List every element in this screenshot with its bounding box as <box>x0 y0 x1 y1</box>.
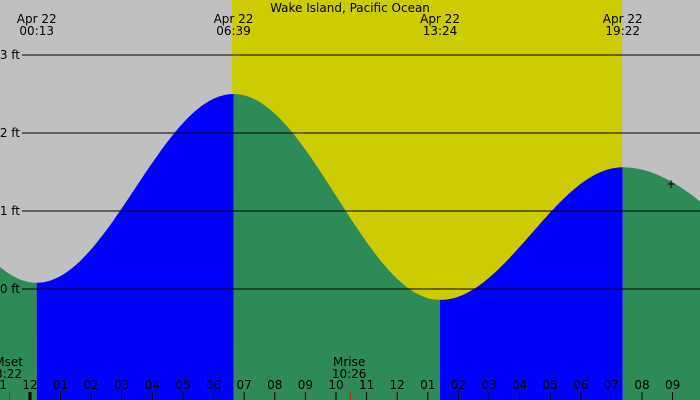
rising-tide-area <box>440 167 623 400</box>
hour-label: 09 <box>298 378 313 392</box>
hour-label: 09 <box>665 378 680 392</box>
hour-label: 02 <box>84 378 99 392</box>
hour-label: 06 <box>573 378 588 392</box>
extreme-date-label: Apr 22 <box>17 12 57 26</box>
hour-label: 12 <box>390 378 405 392</box>
hour-label: 03 <box>481 378 496 392</box>
y-tick-label: 1 ft <box>0 204 20 218</box>
hour-label: 11 <box>359 378 374 392</box>
hour-label: 12 <box>22 378 37 392</box>
moon-event-label: Mrise <box>333 355 365 369</box>
falling-tide-area <box>622 167 700 400</box>
hour-label: 04 <box>145 378 160 392</box>
hour-label: 08 <box>267 378 282 392</box>
hour-label: 01 <box>53 378 68 392</box>
moon-event-label: Mset <box>0 355 23 369</box>
y-tick-label: 2 ft <box>0 126 20 140</box>
rising-tide-area <box>36 94 234 400</box>
extreme-time-label: 00:13 <box>19 24 54 38</box>
extreme-time-label: 13:24 <box>423 24 458 38</box>
hour-label: 04 <box>512 378 527 392</box>
moon-event-time: 10:26 <box>332 367 367 381</box>
hour-label: 11 <box>0 378 7 392</box>
y-tick-label: 3 ft <box>0 48 20 62</box>
extreme-time-label: 19:22 <box>605 24 640 38</box>
hour-label: 05 <box>543 378 558 392</box>
hour-label: 10 <box>328 378 343 392</box>
hour-label: 06 <box>206 378 221 392</box>
y-tick-label: 0 ft <box>0 282 20 296</box>
cursor-crosshair-icon: + <box>666 177 676 191</box>
extreme-date-label: Apr 22 <box>603 12 643 26</box>
extreme-date-label: Apr 22 <box>214 12 254 26</box>
extreme-time-label: 06:39 <box>216 24 251 38</box>
hour-label: 07 <box>237 378 252 392</box>
hour-label: 03 <box>114 378 129 392</box>
falling-tide-area <box>233 94 441 400</box>
hour-label: 05 <box>175 378 190 392</box>
chart-title: Wake Island, Pacific Ocean <box>270 1 430 15</box>
hour-label: 08 <box>634 378 649 392</box>
extreme-date-label: Apr 22 <box>420 12 460 26</box>
hour-label: 01 <box>420 378 435 392</box>
hour-label: 07 <box>604 378 619 392</box>
falling-tide-area <box>0 267 37 400</box>
moon-event-time: 3:22 <box>0 367 22 381</box>
hour-label: 02 <box>451 378 466 392</box>
